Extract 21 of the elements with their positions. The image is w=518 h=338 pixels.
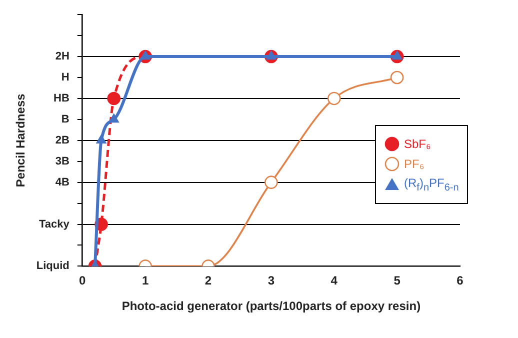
x-tick-label: 3 [268, 274, 275, 288]
x-tick-label: 4 [330, 274, 338, 288]
x-tick-label: 2 [204, 274, 212, 288]
category-label: HB [54, 92, 70, 104]
category-label: 3B [55, 155, 70, 168]
x-axis-title: Photo-acid generator (parts/100parts of epoxy resin) [122, 299, 421, 314]
category-label: 4B [55, 176, 70, 188]
x-tick-label: 6 [456, 274, 464, 288]
x-tick-label: 1 [142, 274, 149, 288]
category-label: Tacky [39, 218, 70, 230]
category-label: Liquid [36, 260, 70, 272]
y-axis-title: Pencil Hardness [14, 93, 28, 188]
legend-label: (R$_{f}$)$_{n}$PF$_{6-n}$ [404, 176, 459, 194]
legend-label: PF₆ [404, 157, 424, 171]
x-tick-label: 0 [79, 274, 86, 288]
category-label: B [61, 113, 70, 126]
legend-label: SbF₆ [404, 137, 431, 151]
category-label: H [61, 72, 70, 84]
category-label: 2B [55, 134, 70, 146]
x-tick-label: 5 [394, 274, 401, 288]
category-label: 2H [55, 50, 70, 63]
